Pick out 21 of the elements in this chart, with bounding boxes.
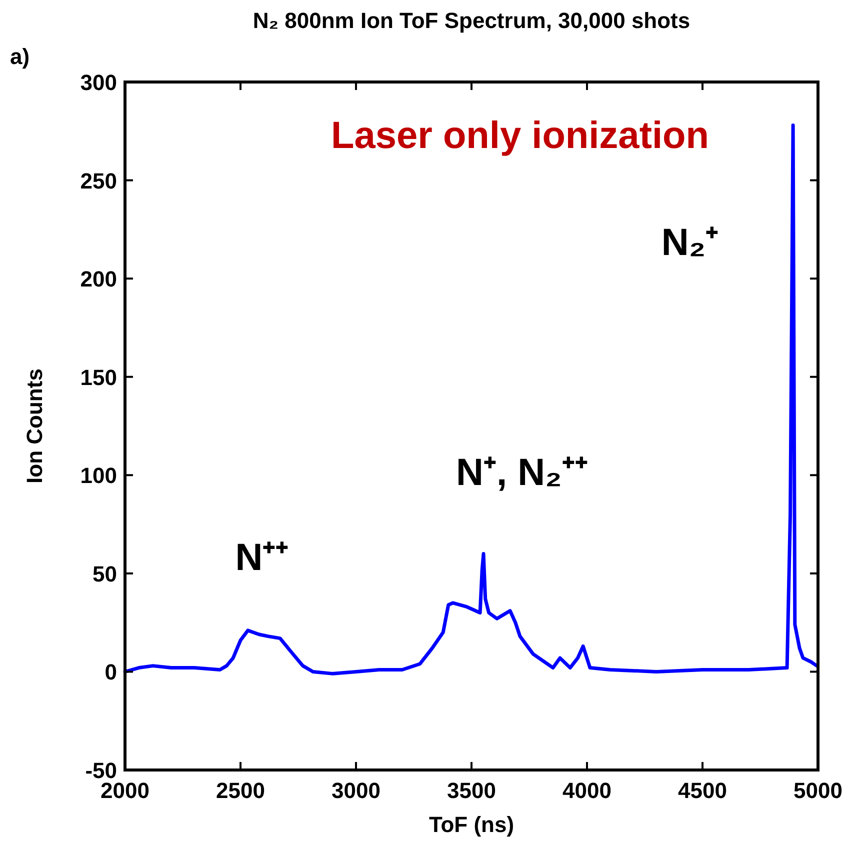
y-tick-label: 250	[80, 168, 117, 194]
y-axis-title: Ion Counts	[22, 368, 47, 484]
y-tick-label: 150	[80, 364, 117, 390]
y-tick-label: 50	[92, 561, 117, 586]
annotation: N⁺, N₂⁺⁺	[456, 452, 588, 494]
x-tick-label: 4000	[562, 778, 612, 803]
x-tick-label: 4500	[678, 778, 727, 803]
y-tick-label: 300	[80, 70, 117, 95]
x-tick-label: 2500	[216, 778, 265, 803]
annotation: N⁺⁺	[235, 537, 289, 579]
x-tick-label: 3500	[447, 778, 496, 803]
annotation: N₂⁺	[661, 222, 719, 264]
x-tick-label: 3000	[332, 778, 380, 803]
annotation: Laser only ionization	[331, 115, 709, 157]
chart-title: N₂ 800nm Ion ToF Spectrum, 30,000 shots	[252, 8, 690, 33]
y-tick-label: 100	[80, 463, 117, 488]
y-tick-label: 200	[80, 266, 117, 292]
text: a)	[10, 44, 30, 69]
y-tick-label: 0	[104, 660, 117, 685]
x-tick-label: 5000	[794, 778, 842, 803]
x-axis-title: ToF (ns)	[428, 812, 514, 837]
